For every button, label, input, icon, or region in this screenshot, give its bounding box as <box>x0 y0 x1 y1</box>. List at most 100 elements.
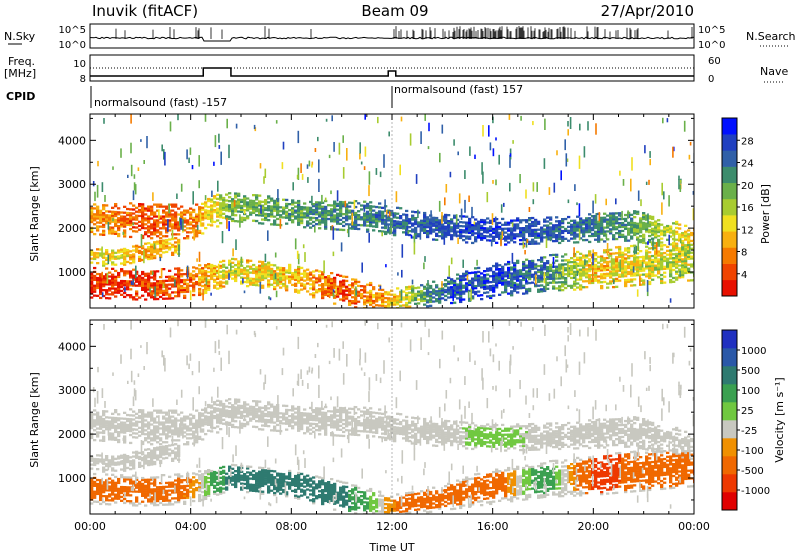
heatmap-cell <box>582 264 586 267</box>
heatmap-cell <box>333 214 337 217</box>
heatmap-cell <box>195 225 199 228</box>
heatmap-cell <box>378 202 382 205</box>
heatmap-cell <box>372 213 376 216</box>
heatmap-cell <box>555 253 559 256</box>
heatmap-cell <box>669 263 673 266</box>
heatmap-cell <box>606 266 610 269</box>
heatmap-cell <box>129 216 133 219</box>
heatmap-cell <box>342 291 346 294</box>
heatmap-cell <box>405 233 409 236</box>
heatmap-cell <box>654 250 658 253</box>
heatmap-cell <box>675 242 679 245</box>
heatmap-cell <box>567 259 571 262</box>
heatmap-cell <box>93 215 97 218</box>
heatmap-cell <box>459 298 463 302</box>
heatmap-cell <box>663 251 667 255</box>
heatmap-cell <box>585 221 589 224</box>
heatmap-cell <box>96 413 100 416</box>
heatmap-cell <box>108 253 112 256</box>
heatmap-cell <box>597 281 601 284</box>
heatmap-cell <box>657 244 661 247</box>
heatmap-cell <box>504 271 508 274</box>
heatmap-cell <box>564 217 568 221</box>
heatmap-cell <box>635 245 637 254</box>
heatmap-cell <box>621 223 625 227</box>
heatmap-cell <box>168 421 172 424</box>
heatmap-cell <box>435 234 439 237</box>
heatmap-cell <box>159 244 163 247</box>
heatmap-cell <box>681 272 685 275</box>
colorbar-tick-label: 12 <box>741 225 754 236</box>
heatmap-cell <box>177 275 181 278</box>
heatmap-cell <box>327 278 331 282</box>
heatmap-cell <box>174 291 178 294</box>
heatmap-cell <box>420 290 424 293</box>
heatmap-cell <box>93 286 97 289</box>
heatmap-cell <box>177 291 181 294</box>
heatmap-cell <box>444 283 448 286</box>
heatmap-cell <box>552 273 556 276</box>
heatmap-cell <box>363 295 367 298</box>
heatmap-cell <box>108 230 112 233</box>
heatmap-cell <box>423 293 427 296</box>
heatmap-cell <box>255 198 259 201</box>
heatmap-cell <box>396 299 400 302</box>
heatmap-cell <box>657 270 661 273</box>
heatmap-cell <box>627 261 631 264</box>
heatmap-cell <box>138 228 142 231</box>
heatmap-cell <box>489 285 493 288</box>
heatmap-cell <box>351 209 355 212</box>
heatmap-cell <box>414 296 418 300</box>
heatmap-cell <box>192 208 196 212</box>
heatmap-cell <box>327 280 331 284</box>
heatmap-cell <box>528 228 532 232</box>
heatmap-cell <box>234 214 238 217</box>
heatmap-cell <box>510 272 514 275</box>
heatmap-cell <box>312 282 316 285</box>
heatmap-cell <box>369 205 373 208</box>
heatmap-cell <box>90 280 94 283</box>
heatmap-cell <box>186 209 190 212</box>
heatmap-cell <box>468 297 472 300</box>
heatmap-cell <box>255 219 259 223</box>
heatmap-cell <box>339 274 343 277</box>
heatmap-cell <box>651 231 655 234</box>
heatmap-cell <box>439 152 441 163</box>
heatmap-cell <box>162 239 166 242</box>
heatmap-cell <box>318 278 322 281</box>
heatmap-cell <box>368 185 370 197</box>
heatmap-cell <box>168 275 172 278</box>
heatmap-cell <box>114 416 118 420</box>
heatmap-cell <box>207 284 211 287</box>
heatmap-cell <box>681 276 685 279</box>
heatmap-cell <box>546 232 550 235</box>
heatmap-cell <box>648 274 652 278</box>
heatmap-cell <box>159 221 163 224</box>
heatmap-cell <box>291 277 295 281</box>
heatmap-cell <box>675 270 679 273</box>
heatmap-cell <box>312 292 316 295</box>
heatmap-cell <box>123 223 127 226</box>
heatmap-cell <box>444 217 448 220</box>
heatmap-cell <box>234 271 238 275</box>
heatmap-cell <box>573 284 577 287</box>
heatmap-cell <box>258 202 262 205</box>
heatmap-cell <box>315 213 319 216</box>
heatmap-cell <box>111 412 115 415</box>
heatmap-cell <box>318 205 322 208</box>
heatmap-cell <box>171 297 175 300</box>
heatmap-cell <box>465 227 469 230</box>
heatmap-cell <box>228 207 232 211</box>
heatmap-cell <box>618 233 622 237</box>
heatmap-cell <box>153 221 157 224</box>
heatmap-cell <box>471 289 475 292</box>
heatmap-cell <box>393 216 397 219</box>
heatmap-cell <box>333 220 337 223</box>
heatmap-cell <box>96 286 100 290</box>
heatmap-cell <box>567 263 569 277</box>
heatmap-cell <box>561 263 565 266</box>
heatmap-cell <box>654 226 658 229</box>
heatmap-cell <box>537 274 541 278</box>
heatmap-cell <box>171 431 175 434</box>
heatmap-cell <box>174 417 178 420</box>
